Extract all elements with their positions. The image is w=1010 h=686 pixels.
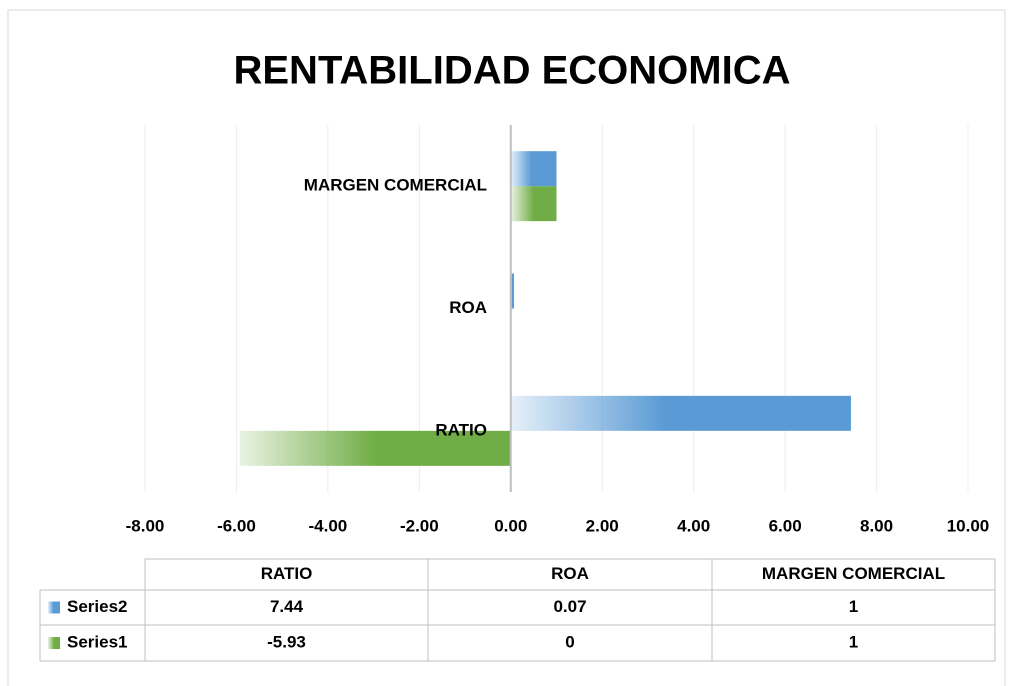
bar [510,186,557,222]
legend-key [48,637,60,649]
x-tick-label: 2.00 [586,516,619,535]
x-tick-label: -6.00 [217,516,256,535]
legend-label: Series1 [67,632,128,651]
bar [510,395,851,431]
x-tick-label: 6.00 [769,516,802,535]
table-cell: 0.07 [553,597,586,616]
y-tick-label: ROA [449,298,487,317]
x-tick-label: 0.00 [494,516,527,535]
x-tick-label: -8.00 [126,516,165,535]
x-tick-label: -4.00 [309,516,348,535]
chart-frame [7,9,1006,686]
table-header: ROA [551,564,589,583]
table-cell: 7.44 [270,597,304,616]
legend-label: Series2 [67,597,128,616]
bar [510,151,557,187]
table-cell: 1 [849,597,858,616]
table-cell: -5.93 [267,632,306,651]
table-cell: 0 [565,632,574,651]
x-tick-label: 4.00 [677,516,710,535]
x-tick-label: 10.00 [947,516,990,535]
y-tick-label: MARGEN COMERCIAL [304,176,487,195]
table-header: MARGEN COMERCIAL [762,564,945,583]
table-header: RATIO [261,564,313,583]
bar [510,273,514,309]
x-tick-label: -2.00 [400,516,439,535]
x-tick-label: 8.00 [860,516,893,535]
table-cell: 1 [849,632,858,651]
bar [239,430,511,466]
legend-key [48,601,60,614]
y-tick-label: RATIO [435,420,487,439]
chart-title: RENTABILIDAD ECONOMICA [233,49,790,93]
